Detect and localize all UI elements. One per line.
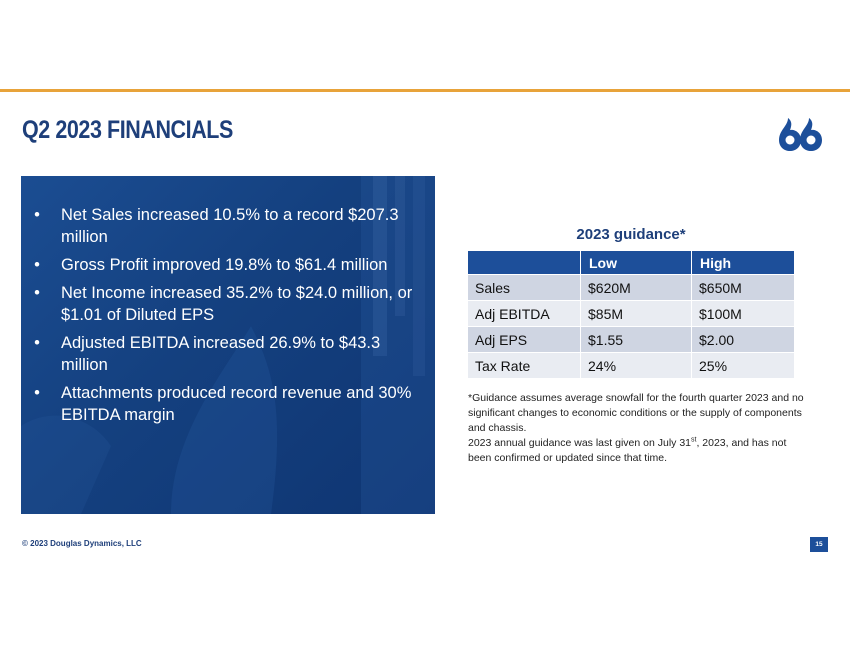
bullet-text: Net Income increased 35.2% to $24.0 mill… [61, 284, 413, 324]
bullet-item-net-income: • Net Income increased 35.2% to $24.0 mil… [29, 282, 429, 326]
table-row: Adj EPS $1.55 $2.00 [468, 326, 794, 353]
highlights-list: • Net Sales increased 10.5% to a record $… [29, 204, 429, 432]
row-label: Tax Rate [468, 352, 581, 378]
row-low: $1.55 [580, 326, 692, 353]
row-low: 24% [580, 352, 692, 378]
page-title: Q2 2023 FINANCIALS [22, 116, 233, 144]
bullet-dot: • [34, 334, 40, 352]
table-row: Tax Rate 24% 25% [468, 352, 794, 378]
bullet-item-net-sales: • Net Sales increased 10.5% to a record $… [29, 204, 429, 248]
footnote-text-start: 2023 annual guidance was last given on J… [468, 437, 691, 449]
bullet-dot: • [34, 384, 40, 402]
footnote-text-end: , 2023, and has not been confirmed or up… [468, 437, 787, 464]
table-header-low: Low [580, 251, 692, 275]
bullet-dot: • [34, 206, 40, 224]
bullet-item-gross-profit: • Gross Profit improved 19.8% to $61.4 mi… [29, 254, 429, 276]
bullet-text: Attachments produced record revenue and … [61, 384, 412, 424]
table-header-high: High [691, 251, 794, 275]
footnote-assumptions: *Guidance assumes average snowfall for t… [468, 392, 804, 434]
row-label: Adj EPS [468, 326, 581, 353]
footnote-last-given: 2023 annual guidance was last given on J… [468, 436, 808, 466]
bullet-item-attachments: • Attachments produced record revenue and… [29, 382, 429, 426]
douglas-dynamics-logo [779, 118, 822, 151]
guidance-footnote: *Guidance assumes average snowfall for t… [468, 391, 808, 466]
footnote-superscript: st [691, 436, 697, 444]
row-high: $650M [691, 274, 794, 301]
highlights-panel: • Net Sales increased 10.5% to a record $… [21, 176, 435, 514]
copyright-text: © 2023 Douglas Dynamics, LLC [22, 539, 142, 548]
row-high: 25% [691, 352, 794, 378]
row-label: Sales [468, 274, 581, 301]
row-low: $620M [580, 274, 692, 301]
panel-background-graphic [21, 176, 435, 514]
bullet-item-adjusted-ebitda: • Adjusted EBITDA increased 26.9% to $43.… [29, 332, 429, 376]
bullet-dot: • [34, 284, 40, 302]
guidance-table: Low High Sales $620M $650M Adj EBITDA $8… [468, 251, 794, 378]
row-high: $2.00 [691, 326, 794, 353]
guidance-title: 2023 guidance* [576, 226, 686, 243]
table-header-cell [468, 251, 581, 275]
row-label: Adj EBITDA [468, 300, 581, 327]
bullet-dot: • [34, 256, 40, 274]
table-header-row: Low High [468, 251, 794, 275]
row-low: $85M [580, 300, 692, 327]
row-high: $100M [691, 300, 794, 327]
top-accent-rule [0, 89, 850, 92]
bullet-text: Gross Profit improved 19.8% to $61.4 mil… [61, 256, 388, 274]
page-number-badge: 15 [810, 537, 828, 552]
bullet-text: Adjusted EBITDA increased 26.9% to $43.3… [61, 334, 381, 374]
bullet-text: Net Sales increased 10.5% to a record $2… [61, 206, 399, 246]
table-row: Adj EBITDA $85M $100M [468, 300, 794, 327]
table-row: Sales $620M $650M [468, 274, 794, 301]
